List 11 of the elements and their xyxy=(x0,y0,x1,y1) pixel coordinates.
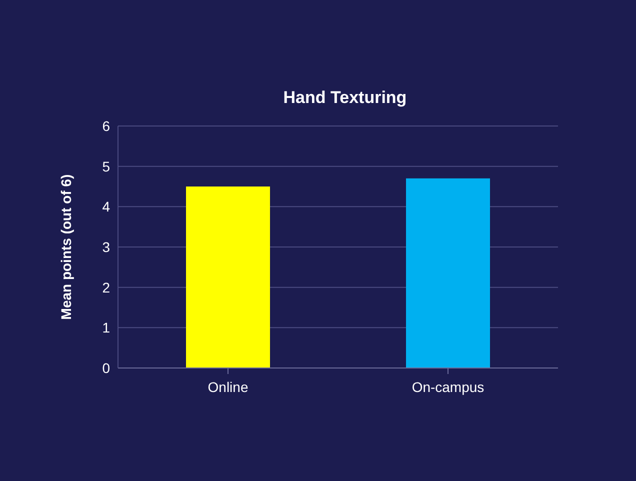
x-tick-label: Online xyxy=(208,378,248,395)
y-tick-label: 2 xyxy=(102,279,110,296)
y-tick-label: 6 xyxy=(102,118,110,134)
y-tick-label: 0 xyxy=(102,360,110,376)
y-axis-title: Mean points (out of 6) xyxy=(58,174,74,320)
y-tick-label: 5 xyxy=(102,158,110,174)
y-tick-label: 3 xyxy=(102,238,110,255)
y-tick-label: 1 xyxy=(102,320,110,336)
x-tick-label: On-campus xyxy=(412,378,484,395)
y-tick-label: 4 xyxy=(102,198,110,215)
chart-title: Hand Texturing xyxy=(282,88,408,108)
